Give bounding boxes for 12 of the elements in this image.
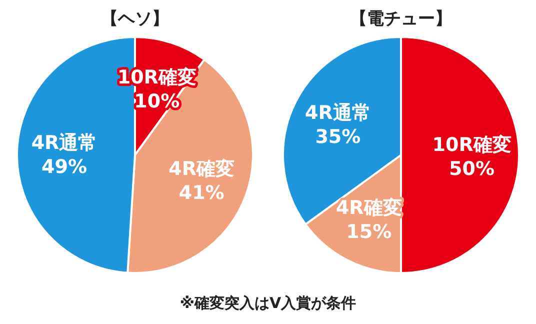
chart-title: 【電チュー】 — [350, 9, 452, 29]
data-label: 49% — [41, 156, 87, 178]
chart-title: 【ヘソ】 — [101, 9, 169, 29]
slice-label: 10R確変 — [432, 134, 512, 156]
data-label: 41% — [178, 182, 224, 204]
slice-label: 4R通常 — [304, 102, 371, 124]
slice-label: 4R確変 — [168, 158, 235, 180]
data-label: 15% — [346, 221, 392, 244]
slice-label: 4R通常 — [31, 132, 98, 154]
data-label: 50% — [449, 158, 495, 180]
text: ※確変突入はV入賞が条件 — [180, 294, 356, 312]
data-label: 35% — [315, 126, 361, 148]
